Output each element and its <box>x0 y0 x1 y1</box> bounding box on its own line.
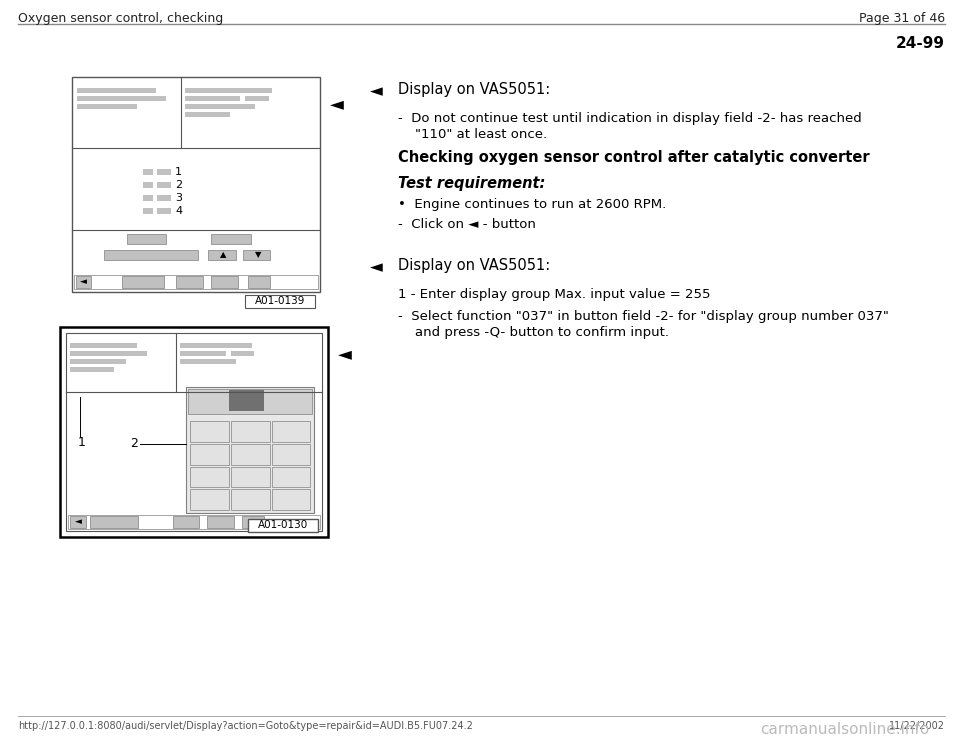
Text: •  Engine continues to run at 2600 RPM.: • Engine continues to run at 2600 RPM. <box>398 198 666 211</box>
Bar <box>185 112 229 117</box>
Text: carmanualsonline.info: carmanualsonline.info <box>760 722 929 737</box>
Bar <box>190 421 229 442</box>
Text: ◄: ◄ <box>75 517 82 527</box>
Text: 11/22/2002: 11/22/2002 <box>889 721 945 731</box>
Text: -  Click on ◄ - button: - Click on ◄ - button <box>398 218 536 231</box>
Bar <box>185 96 240 101</box>
Text: A01-0139: A01-0139 <box>254 297 305 306</box>
Bar <box>157 169 171 175</box>
Bar <box>211 276 238 288</box>
Bar <box>70 359 127 364</box>
Bar <box>231 467 270 487</box>
Bar <box>143 195 154 201</box>
Bar <box>70 367 113 372</box>
Bar <box>68 515 320 529</box>
Text: http://127.0.0.1:8080/audi/servlet/Display?action=Goto&type=repair&id=AUDI.B5.FU: http://127.0.0.1:8080/audi/servlet/Displ… <box>18 721 473 731</box>
Bar <box>66 333 322 531</box>
Bar <box>185 88 272 93</box>
Bar <box>157 208 171 214</box>
Bar <box>76 276 91 288</box>
Text: ▲: ▲ <box>220 250 227 259</box>
Text: 1: 1 <box>78 436 85 449</box>
Text: Checking oxygen sensor control after catalytic converter: Checking oxygen sensor control after cat… <box>398 150 870 165</box>
Bar <box>185 104 254 109</box>
Text: 2: 2 <box>175 180 182 190</box>
Bar <box>143 169 154 175</box>
Bar <box>208 249 236 260</box>
Bar <box>177 276 204 288</box>
Bar <box>70 343 136 348</box>
Bar <box>272 489 310 510</box>
Bar <box>190 444 229 464</box>
Bar <box>180 351 227 356</box>
Text: ◄: ◄ <box>370 258 383 276</box>
Text: ◄: ◄ <box>370 82 383 100</box>
Bar <box>127 234 166 243</box>
Bar <box>272 467 310 487</box>
Bar <box>143 182 154 188</box>
Bar <box>77 88 156 93</box>
Text: Display on VAS5051:: Display on VAS5051: <box>398 82 550 97</box>
Bar <box>231 489 270 510</box>
Bar <box>180 343 252 348</box>
Text: Page 31 of 46: Page 31 of 46 <box>859 12 945 25</box>
Bar <box>190 467 229 487</box>
Text: ◄: ◄ <box>330 95 344 113</box>
Bar <box>77 96 166 101</box>
Text: Oxygen sensor control, checking: Oxygen sensor control, checking <box>18 12 224 25</box>
Text: 2: 2 <box>130 437 137 450</box>
Bar <box>207 516 234 528</box>
Bar <box>157 195 171 201</box>
Bar <box>90 516 138 528</box>
Text: 1: 1 <box>175 167 182 177</box>
Bar <box>188 389 312 414</box>
Text: 24-99: 24-99 <box>896 36 945 51</box>
Text: 3: 3 <box>175 193 182 203</box>
Text: ◄: ◄ <box>338 345 352 363</box>
Bar <box>211 234 251 243</box>
Bar <box>72 77 320 292</box>
Bar <box>105 249 199 260</box>
Bar <box>231 444 270 464</box>
Bar <box>245 96 270 101</box>
Bar <box>74 275 318 289</box>
Text: 4: 4 <box>175 206 182 216</box>
Bar <box>186 387 314 513</box>
Bar <box>173 516 200 528</box>
Bar <box>157 182 171 188</box>
Text: ▼: ▼ <box>254 250 261 259</box>
Bar <box>70 351 147 356</box>
Bar <box>228 390 264 411</box>
Text: -  Select function "037" in button field -2- for "display group number 037": - Select function "037" in button field … <box>398 310 889 323</box>
Bar <box>190 489 229 510</box>
Bar <box>248 519 318 532</box>
Bar <box>248 276 271 288</box>
Bar <box>60 327 328 537</box>
Bar <box>180 359 236 364</box>
Bar <box>245 295 315 308</box>
Text: 1 - Enter display group Max. input value = 255: 1 - Enter display group Max. input value… <box>398 288 710 301</box>
Bar <box>77 104 136 109</box>
Bar <box>231 351 254 356</box>
Bar <box>242 516 264 528</box>
Bar <box>231 421 270 442</box>
Bar <box>143 208 154 214</box>
Bar <box>70 516 86 528</box>
Text: Display on VAS5051:: Display on VAS5051: <box>398 258 550 273</box>
Text: Test requirement:: Test requirement: <box>398 176 545 191</box>
Text: A01-0130: A01-0130 <box>258 520 308 531</box>
Bar <box>122 276 164 288</box>
Text: "110" at least once.: "110" at least once. <box>398 128 547 141</box>
Text: ◄: ◄ <box>80 278 87 286</box>
Bar <box>272 421 310 442</box>
Bar <box>272 444 310 464</box>
Text: -  Do not continue test until indication in display field -2- has reached: - Do not continue test until indication … <box>398 112 862 125</box>
Text: and press -Q- button to confirm input.: and press -Q- button to confirm input. <box>398 326 669 339</box>
Bar <box>243 249 271 260</box>
